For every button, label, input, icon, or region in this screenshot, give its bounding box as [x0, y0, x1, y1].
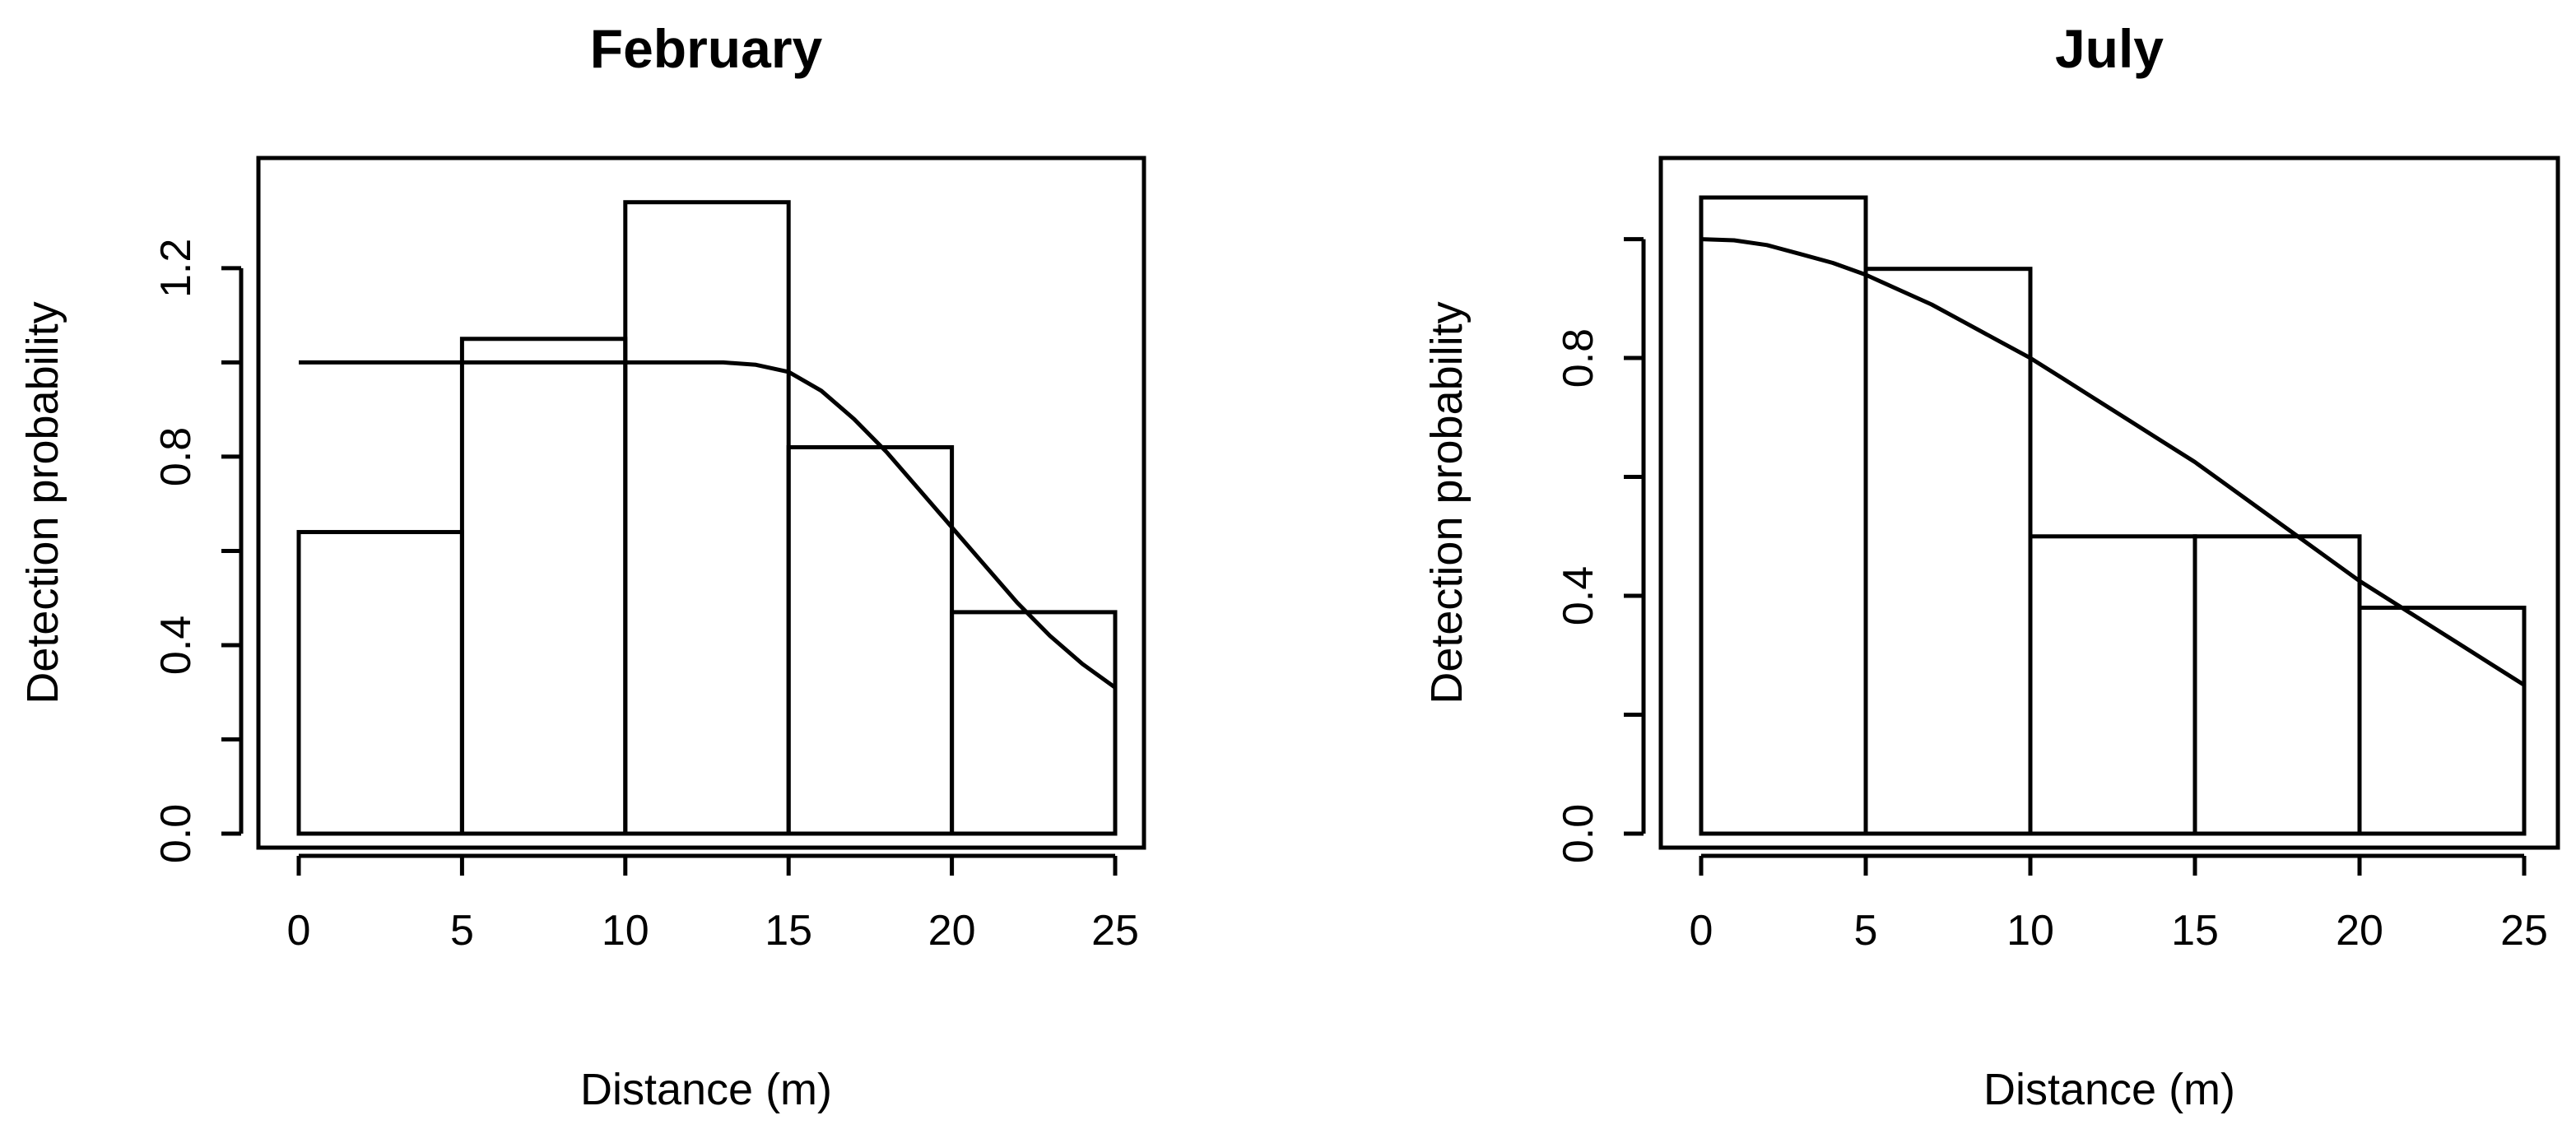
x-tick-label: 0 [287, 907, 311, 955]
y-axis-label: Detection probability [18, 301, 67, 704]
y-axis-label: Detection probability [1422, 301, 1472, 704]
chart-title: February [590, 18, 823, 79]
x-tick-label: 0 [1690, 907, 1713, 955]
histogram-bar [2028, 534, 2197, 836]
x-axis-label: Distance (m) [1983, 1065, 2235, 1114]
histogram-bar [623, 200, 791, 836]
y-axis: 0.0 0.4 0.8 1.2 [152, 239, 244, 863]
x-tick-label: 15 [2171, 907, 2219, 955]
y-tick-label: 0.8 [152, 427, 200, 486]
y-tick-label: 0.8 [1555, 328, 1602, 388]
histogram-bar [2357, 605, 2527, 836]
histogram-bar [1699, 195, 1868, 836]
y-tick-label: 0.4 [1555, 566, 1602, 625]
x-axis-label: Distance (m) [580, 1065, 832, 1114]
panel-february: February 0 5 10 15 20 25 0.0 0.4 0.8 1.2 Distanc… [18, 18, 1146, 1114]
x-tick-label: 25 [1091, 907, 1139, 955]
y-tick-label: 0.0 [1555, 804, 1602, 863]
histogram-bars [1699, 195, 2527, 836]
x-tick-label: 5 [450, 907, 474, 955]
x-tick-label: 15 [765, 907, 812, 955]
detection-curve [1700, 237, 2526, 687]
histogram-bars [296, 200, 1118, 836]
x-tick-label: 10 [602, 907, 649, 955]
x-tick-label: 20 [2336, 907, 2383, 955]
x-axis: 0 5 10 15 20 25 [1690, 853, 2548, 955]
histogram-bar [296, 530, 464, 836]
x-tick-label: 20 [928, 907, 976, 955]
y-tick-label: 0.4 [152, 616, 200, 675]
y-tick-label: 0.0 [152, 804, 200, 863]
plot-frame [1658, 156, 2560, 850]
panel-july: July 0 5 10 15 20 25 0.0 0.4 0.8 Distance (m) D… [1422, 18, 2560, 1114]
histogram-bar [1863, 267, 2033, 836]
fitted-curve [1700, 237, 2526, 687]
histogram-bar [2192, 534, 2362, 836]
histogram-bar [950, 610, 1118, 836]
plot-frame [256, 156, 1146, 850]
y-tick-label: 1.2 [152, 239, 200, 298]
x-axis: 0 5 10 15 20 25 [287, 853, 1139, 955]
x-tick-label: 5 [1854, 907, 1878, 955]
x-tick-label: 25 [2500, 907, 2548, 955]
histogram-bar [786, 444, 955, 836]
chart-title: July [2055, 18, 2164, 79]
detection-curve [299, 360, 1117, 690]
fitted-curve [299, 360, 1117, 690]
x-tick-label: 10 [2006, 907, 2054, 955]
histogram-bar [459, 337, 628, 836]
y-axis: 0.0 0.4 0.8 [1555, 237, 1646, 863]
